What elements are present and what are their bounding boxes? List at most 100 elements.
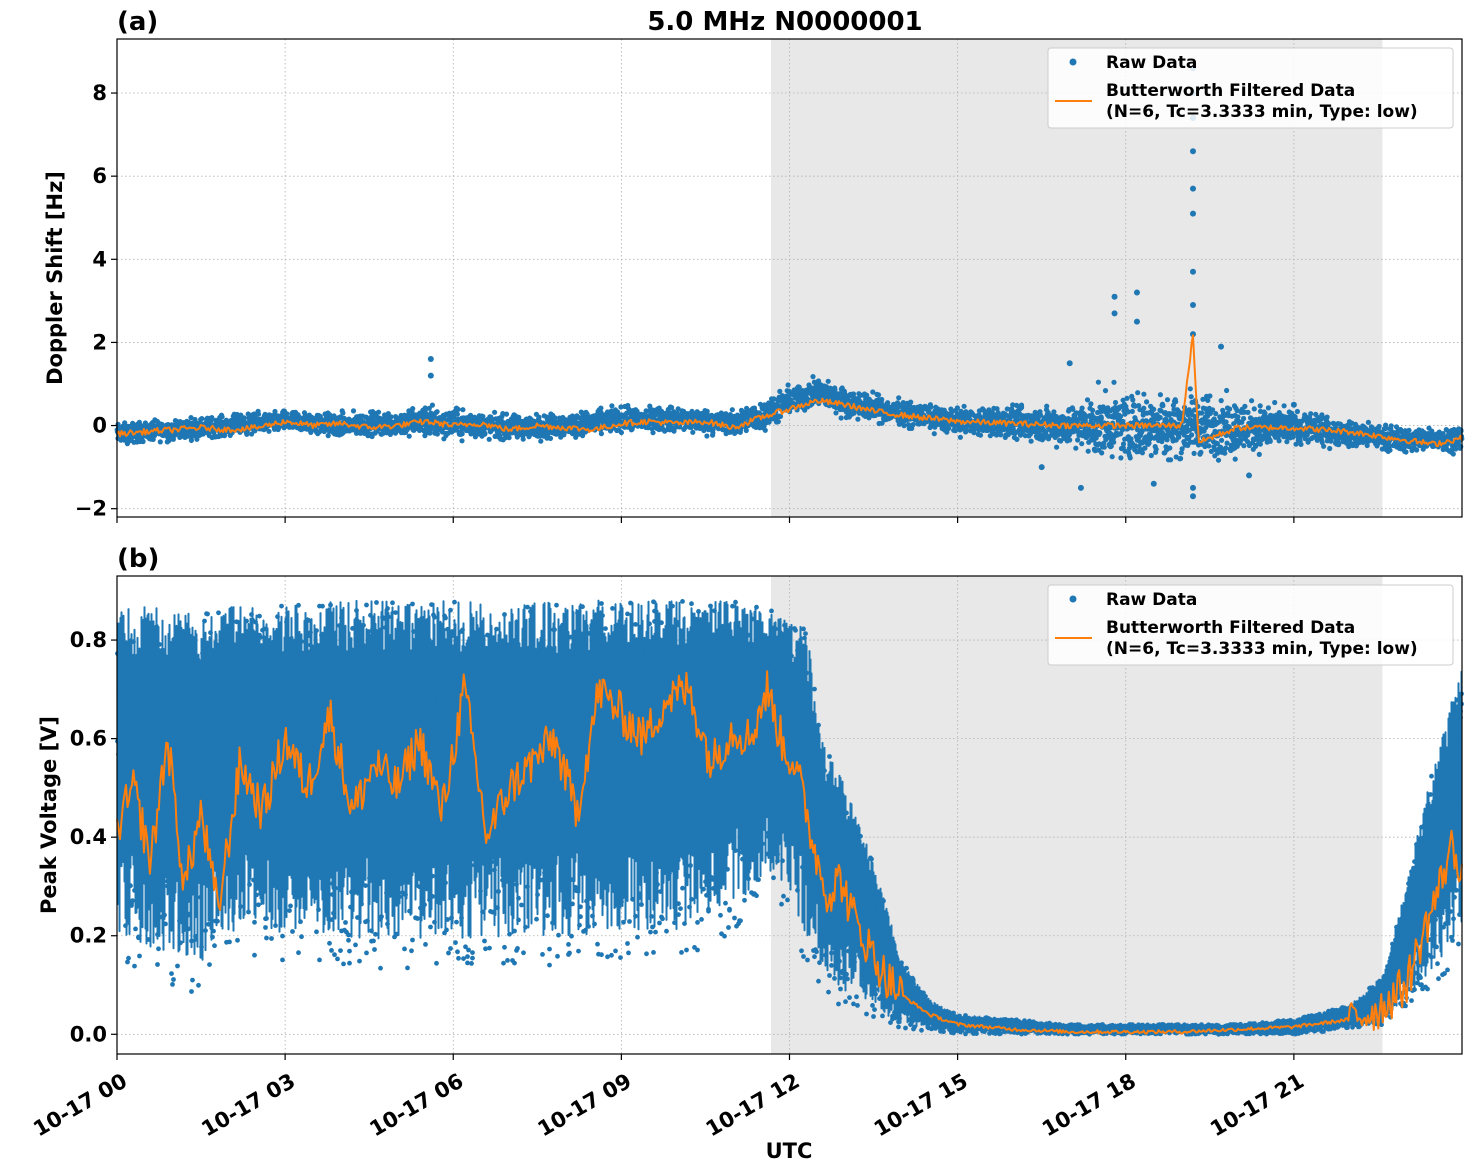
raw-data-point	[454, 411, 460, 417]
raw-data-point	[1088, 401, 1094, 407]
raw-data-point	[142, 420, 148, 426]
raw-data-point	[896, 395, 902, 401]
raw-data-point	[598, 431, 605, 437]
raw-data-point	[266, 428, 272, 434]
raw-data-point	[1294, 408, 1300, 415]
raw-data-point	[1160, 403, 1166, 409]
raw-data-point	[1073, 445, 1079, 451]
raw-data-point	[1199, 410, 1205, 416]
raw-data-point	[1103, 437, 1109, 443]
raw-data-point	[1328, 438, 1334, 444]
raw-data-point	[460, 407, 466, 413]
x-axis-label: UTC	[766, 1139, 813, 1163]
raw-data-point	[1075, 437, 1081, 443]
raw-data-point	[1084, 397, 1091, 403]
raw-data-point	[199, 416, 205, 422]
raw-data-point	[1222, 450, 1228, 456]
raw-data-point	[1327, 445, 1333, 452]
raw-data-point	[1120, 441, 1127, 447]
raw-data-point	[455, 406, 461, 412]
raw-data-point	[1097, 430, 1103, 436]
raw-data-point	[429, 402, 435, 408]
raw-data-point	[1095, 379, 1101, 385]
raw-data-point	[650, 430, 656, 436]
raw-data-point	[406, 433, 412, 439]
raw-data-point	[1139, 450, 1145, 456]
raw-data-point	[1141, 391, 1147, 397]
raw-data-point	[547, 435, 554, 441]
raw-data-point	[1085, 448, 1091, 454]
raw-data-point	[1111, 379, 1117, 385]
raw-data-point	[931, 431, 937, 437]
raw-data-point	[1014, 436, 1020, 442]
raw-data-point	[536, 414, 542, 420]
raw-data-point	[1364, 442, 1370, 449]
raw-data-point	[255, 411, 262, 417]
raw-data-point	[492, 409, 498, 415]
raw-data-point	[598, 405, 604, 411]
raw-data-point	[1224, 387, 1230, 394]
raw-data-point	[1111, 439, 1117, 445]
raw-data-point	[1168, 457, 1174, 463]
raw-data-point	[1265, 405, 1271, 411]
raw-data-point	[1206, 443, 1212, 449]
raw-data-point	[1298, 441, 1304, 447]
raw-data-point	[1365, 419, 1371, 425]
raw-data-point	[1112, 399, 1119, 406]
raw-data-point	[1321, 443, 1327, 449]
raw-data-point	[618, 429, 625, 436]
raw-data-point	[1376, 423, 1382, 430]
raw-data-point	[1178, 455, 1184, 462]
raw-data-point	[130, 422, 136, 428]
raw-data-point	[166, 438, 172, 444]
raw-data-point	[1151, 406, 1157, 412]
raw-data-point	[219, 414, 225, 420]
raw-data-point	[1207, 393, 1213, 399]
raw-data-point	[810, 374, 816, 380]
raw-data-point	[1054, 444, 1060, 450]
raw-data-point	[1157, 414, 1163, 421]
raw-data-point	[1135, 390, 1141, 396]
raw-data-point	[928, 404, 934, 410]
raw-data-point	[1281, 403, 1287, 409]
raw-data-point	[1242, 403, 1248, 409]
raw-data-point	[1130, 397, 1136, 403]
raw-data-point	[1109, 454, 1115, 460]
raw-data-point	[1256, 451, 1262, 457]
raw-data-point	[1090, 407, 1096, 413]
raw-data-point	[1117, 413, 1124, 420]
raw-data-point	[503, 411, 510, 417]
raw-data-point	[825, 378, 831, 384]
raw-data-point	[1102, 388, 1109, 394]
raw-data-point	[998, 432, 1004, 438]
raw-data-point	[690, 429, 696, 435]
raw-data-point	[609, 403, 615, 409]
raw-data-point	[908, 399, 914, 405]
raw-data-point	[1249, 398, 1255, 404]
raw-data-point	[1044, 403, 1050, 409]
raw-data-point	[140, 438, 146, 445]
raw-data-point	[1067, 437, 1073, 443]
raw-data-point	[1118, 455, 1124, 461]
raw-data-point	[1051, 409, 1057, 415]
raw-data-point	[1232, 456, 1238, 462]
raw-data-point	[833, 410, 839, 416]
raw-data-point	[350, 408, 357, 414]
raw-data-point	[434, 409, 440, 415]
raw-data-point	[785, 382, 791, 388]
raw-data-point	[1245, 409, 1251, 415]
raw-data-point	[159, 421, 165, 428]
raw-data-point	[552, 415, 558, 421]
raw-data-point	[538, 438, 544, 444]
raw-data-point	[459, 438, 465, 444]
raw-data-point	[1336, 442, 1342, 448]
raw-data-point	[1173, 399, 1179, 405]
raw-data-point	[1227, 406, 1233, 412]
raw-data-point	[150, 436, 156, 442]
raw-data-point	[1157, 392, 1163, 398]
raw-data-point	[901, 423, 907, 429]
raw-data-point	[1079, 441, 1085, 447]
raw-data-point	[957, 434, 964, 440]
raw-data-point	[1388, 423, 1394, 429]
